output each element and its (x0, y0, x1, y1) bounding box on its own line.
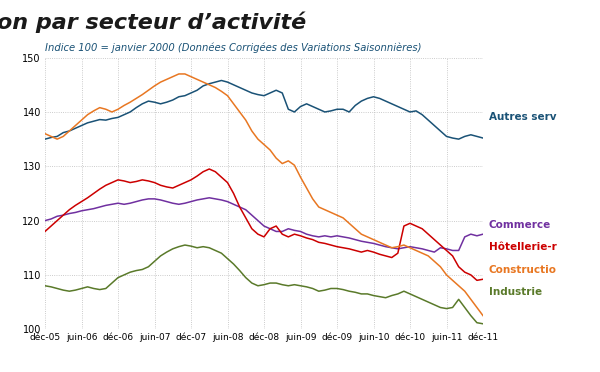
Text: Industrie: Industrie (489, 287, 542, 297)
Text: Constructio: Constructio (489, 265, 557, 275)
Text: Autres serv: Autres serv (489, 112, 557, 122)
Text: on par secteur d’activité: on par secteur d’activité (0, 11, 306, 33)
Text: Commerce: Commerce (489, 220, 551, 230)
Text: Indice 100 = janvier 2000 (Données Corrigées des Variations Saisonnières): Indice 100 = janvier 2000 (Données Corri… (45, 43, 421, 53)
Text: Hôtellerie-r: Hôtellerie-r (489, 243, 557, 252)
